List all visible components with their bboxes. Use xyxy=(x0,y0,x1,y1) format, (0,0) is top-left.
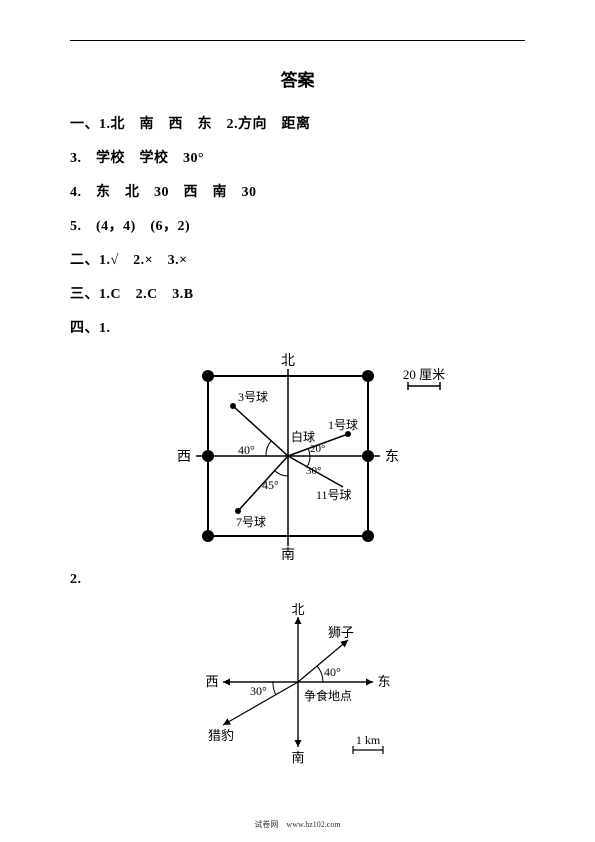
south-label: 南 xyxy=(281,547,295,561)
lion-label: 狮子 xyxy=(328,625,354,640)
spot-label: 争食地点 xyxy=(304,688,352,703)
answer-line-2: 3. 学校 学校 30° xyxy=(70,147,525,167)
north-label: 北 xyxy=(281,353,295,369)
answer-line-7: 四、1. xyxy=(70,317,525,337)
a40-label: 40° xyxy=(238,443,255,457)
answer-line-6: 三、1.C 2.C 3.B xyxy=(70,283,525,303)
diagram-billiards: 北 南 西 东 20 厘米 3号球 1号球 xyxy=(70,351,525,566)
diagram-animals: 北 南 西 东 狮子 40° 猎豹 30° 争食地点 1 km xyxy=(70,602,525,777)
ball3-label: 3号球 xyxy=(238,390,268,404)
north-label-2: 北 xyxy=(291,602,304,617)
leopard-label: 猎豹 xyxy=(208,728,234,743)
answer-line-1: 一、1.北 南 西 东 2.方向 距离 xyxy=(70,113,525,133)
top-rule xyxy=(70,40,525,41)
page-title: 答案 xyxy=(70,66,525,91)
west-label: 西 xyxy=(177,450,191,465)
west-label-2: 西 xyxy=(205,674,218,689)
a30-label: 30° xyxy=(306,465,321,477)
answer-line-4: 5. (4，4) (6，2) xyxy=(70,215,525,235)
scale-label-2: 1 km xyxy=(355,733,380,747)
scale-label: 20 厘米 xyxy=(402,367,444,382)
answer-line-8: 2. xyxy=(70,572,525,588)
a30-label-2: 30° xyxy=(250,684,267,698)
ball11-label: 11号球 xyxy=(316,488,352,502)
ball7-label: 7号球 xyxy=(236,515,266,529)
south-label-2: 南 xyxy=(291,750,304,765)
east-label: 东 xyxy=(385,449,399,465)
answer-line-5: 二、1.√ 2.× 3.× xyxy=(70,249,525,269)
ball1-label: 1号球 xyxy=(328,418,358,432)
footer-text: 试卷网 www.hz102.com xyxy=(0,819,595,830)
a45-label: 45° xyxy=(262,478,279,492)
a40-label-2: 40° xyxy=(324,665,341,679)
whiteball-label: 白球 xyxy=(291,429,315,444)
east-label-2: 东 xyxy=(377,674,390,689)
answer-line-3: 4. 东 北 30 西 南 30 xyxy=(70,181,525,201)
a20-label: 20° xyxy=(310,443,325,455)
